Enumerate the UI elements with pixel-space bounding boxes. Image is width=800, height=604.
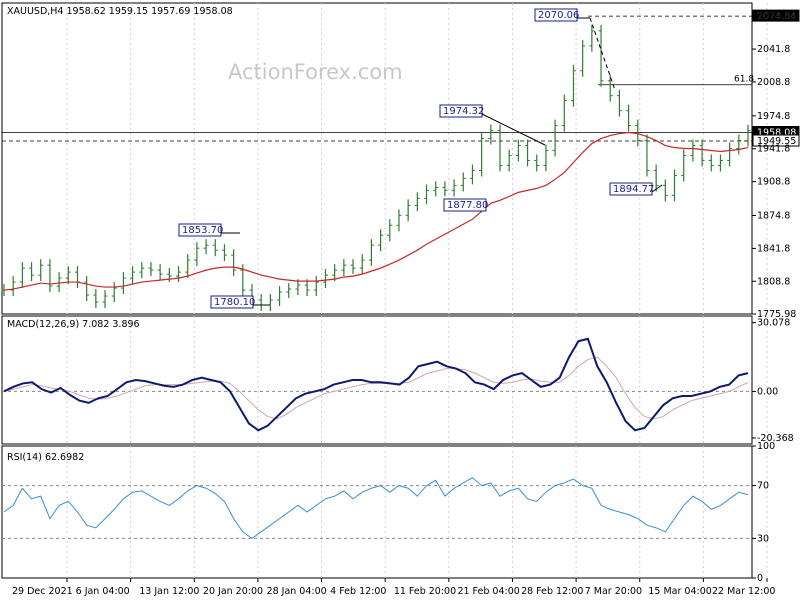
rsi-panel-frame <box>1 445 753 579</box>
macd-axis-label: 0.00 <box>757 386 778 397</box>
rsi-path <box>3 477 749 540</box>
price-label-text: 1974.32 <box>443 106 484 117</box>
price-panel-frame <box>1 2 753 315</box>
level-axis-label: 1949.55 <box>757 136 796 147</box>
instrument-header: XAUUSD,H4 1958.62 1959.15 1957.69 1958.0… <box>7 6 233 17</box>
rsi-grid <box>66 446 768 578</box>
price-label-box <box>210 295 254 309</box>
macd-axis-label: 30.078 <box>757 318 790 329</box>
price-axis-label: 1808.8 <box>757 276 790 287</box>
price-axis-label: 1874.8 <box>757 211 790 222</box>
level-axis-label: 2074.84 <box>757 11 796 22</box>
fib-trendline <box>589 17 616 91</box>
fib-level-label: 61.8 <box>734 75 754 85</box>
level-axis-box <box>752 134 800 147</box>
price-label-box <box>609 182 653 196</box>
price-grid <box>66 3 768 314</box>
macd-path <box>3 337 749 432</box>
label-leader <box>651 184 663 193</box>
ema-line <box>3 131 749 291</box>
time-axis-label: 20 Jan 20:00 <box>203 586 263 597</box>
price-label-text: 1877.80 <box>447 200 488 211</box>
price-axis-label: 1841.8 <box>757 243 790 254</box>
time-axis-label: 11 Feb 20:00 <box>394 586 456 597</box>
rsi-lines <box>2 477 752 540</box>
ema-path <box>3 131 749 291</box>
price-axis-label: 2041.8 <box>757 44 790 55</box>
macd-axis-label: -20.368 <box>757 433 794 444</box>
time-axis-label: 13 Jan 12:00 <box>139 586 199 597</box>
time-axis-label: 15 Mar 04:00 <box>648 586 711 597</box>
price-axis: 2074.84 2041.8 2008.8 1974.8 1941.8 1908.8 187… <box>752 11 796 320</box>
price-axis-label: 1974.8 <box>757 111 790 122</box>
macd-panel-frame <box>1 315 753 445</box>
price-label-box <box>443 198 487 212</box>
price-label-box <box>534 8 578 22</box>
price-axis-label: 2074.84 <box>757 11 796 22</box>
price-annotations: 1853.70 1780.10 1974.32 1877.80 2070.06 1894.… <box>178 8 663 309</box>
price-label-text: 1780.10 <box>214 297 255 308</box>
macd-title: MACD(12,26,9) 7.082 3.896 <box>7 319 140 330</box>
rsi-axis-label: 30 <box>757 533 769 544</box>
rsi-axis-label: 70 <box>757 481 769 492</box>
macd-grid <box>66 316 768 444</box>
macd-lines <box>2 337 752 432</box>
price-label-box <box>178 223 222 237</box>
rsi-axis-label: 0 <box>757 573 763 584</box>
price-label-text: 1894.77 <box>613 184 654 195</box>
time-axis: 29 Dec 2021 6 Jan 04:00 13 Jan 12:00 20 Jan… <box>12 578 775 597</box>
rsi-axis-label: 100 <box>757 441 775 452</box>
time-axis-label: 22 Mar 12:00 <box>712 586 775 597</box>
level-axis-label: 1958.08 <box>757 127 796 138</box>
time-axis-label: 28 Jan 04:00 <box>267 586 327 597</box>
time-axis-label: 21 Feb 04:00 <box>457 586 519 597</box>
price-axis-label: 1941.8 <box>757 144 790 155</box>
time-axis-label: 28 Feb 12:00 <box>521 586 583 597</box>
price-axis-label: 1908.8 <box>757 177 790 188</box>
signal-path <box>3 356 749 420</box>
rsi-axis: 100 70 30 0 <box>752 441 775 584</box>
price-bars <box>1 24 751 311</box>
time-axis-label: 6 Jan 04:00 <box>76 586 130 597</box>
time-axis-label: 29 Dec 2021 <box>12 586 73 597</box>
price-axis-label: 2008.8 <box>757 77 790 88</box>
watermark: ActionForex.com <box>228 60 403 84</box>
price-label-box <box>439 104 483 118</box>
time-axis-label: 4 Feb 12:00 <box>330 586 386 597</box>
price-axis-label: 1775.98 <box>757 309 796 320</box>
fib-trendline <box>481 113 546 146</box>
rsi-title: RSI(14) 62.6982 <box>7 452 84 463</box>
time-axis-label: 7 Mar 20:00 <box>585 586 642 597</box>
price-label-text: 1853.70 <box>182 225 223 236</box>
macd-axis: 30.078 0.00 -20.368 <box>752 318 794 444</box>
price-label-text: 2070.06 <box>538 10 579 21</box>
